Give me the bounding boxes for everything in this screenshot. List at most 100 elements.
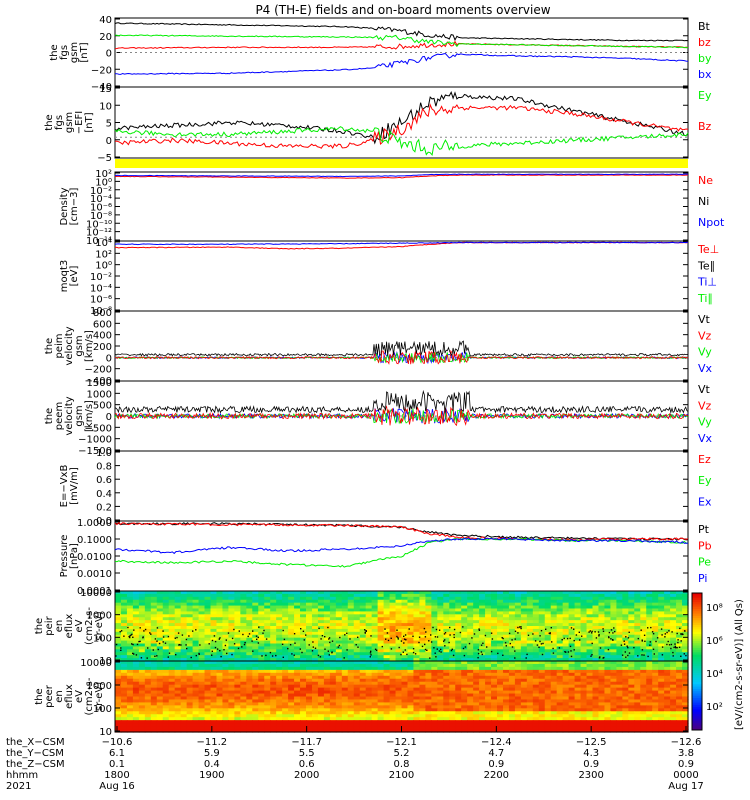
heatmap-cell — [311, 699, 319, 704]
heatmap-cell — [353, 663, 361, 668]
heatmap-cell — [252, 631, 259, 636]
heatmap-cell — [616, 593, 623, 598]
heatmap-cell — [359, 640, 367, 645]
heatmap-cell — [347, 717, 355, 721]
heatmap-cell — [550, 646, 558, 650]
heatmap-cell — [652, 634, 659, 639]
heatmap-cell — [156, 643, 164, 648]
heatmap-speckle — [677, 641, 679, 644]
heatmap-cell — [443, 693, 450, 698]
heatmap-speckle — [346, 632, 348, 634]
heatmap-cell — [467, 614, 474, 618]
heatmap-cell — [640, 652, 647, 656]
heatmap-cell — [425, 708, 432, 712]
heatmap-cell — [550, 617, 558, 621]
heatmap-cell — [532, 702, 540, 706]
heatmap-cell — [407, 672, 415, 677]
heatmap-cell — [115, 690, 122, 695]
heatmap-cell — [604, 675, 612, 680]
heatmap-cell — [347, 640, 355, 645]
heatmap-cell — [174, 617, 182, 621]
heatmap-cell — [526, 687, 534, 692]
heatmap-cell — [347, 684, 355, 689]
heatmap-cell — [449, 649, 456, 653]
heatmap-cell — [138, 672, 146, 677]
heatmap-cell — [455, 649, 462, 653]
heatmap-cell — [126, 684, 134, 689]
heatmap-cell — [240, 666, 247, 671]
heatmap-speckle — [120, 630, 123, 632]
heatmap-cell — [168, 708, 176, 712]
heatmap-cell — [568, 669, 576, 674]
heatmap-cell — [556, 661, 564, 665]
y-axis-label: (cm2-s- — [84, 607, 95, 645]
heatmap-cell — [252, 620, 259, 624]
heatmap-cell — [162, 596, 170, 601]
heatmap-cell — [282, 649, 289, 653]
heatmap-cell — [138, 711, 146, 715]
heatmap-cell — [526, 596, 534, 601]
heatmap-cell — [514, 608, 522, 613]
heatmap-cell — [407, 687, 415, 692]
heatmap-cell — [138, 649, 146, 653]
heatmap-cell — [568, 596, 576, 601]
heatmap-cell — [317, 696, 325, 701]
heatmap-cell — [413, 690, 421, 695]
heatmap-cell — [574, 661, 582, 665]
heatmap-cell — [186, 690, 194, 695]
heatmap-speckle — [683, 653, 685, 655]
heatmap-cell — [526, 714, 534, 718]
heatmap-cell — [132, 678, 140, 683]
heatmap-cell — [210, 628, 218, 633]
heatmap-speckle — [655, 640, 657, 643]
heatmap-cell — [467, 687, 474, 692]
series-line-bz — [114, 40, 689, 50]
heatmap-cell — [628, 714, 635, 718]
heatmap-cell — [556, 602, 564, 607]
heatmap-cell — [395, 608, 403, 613]
heatmap-cell — [514, 634, 522, 639]
heatmap-cell — [174, 705, 182, 709]
heatmap-cell — [138, 626, 146, 630]
heatmap-cell — [580, 711, 588, 715]
heatmap-cell — [497, 593, 504, 598]
heatmap-cell — [132, 663, 140, 668]
heatmap-speckle — [652, 633, 655, 635]
heatmap-cell — [258, 593, 265, 598]
heatmap-cell — [586, 717, 594, 721]
heatmap-cell — [198, 620, 206, 624]
heatmap-cell — [491, 637, 498, 642]
heatmap-cell — [156, 717, 164, 721]
heatmap-cell — [455, 605, 462, 610]
heatmap-cell — [508, 626, 516, 630]
heatmap-cell — [186, 699, 194, 704]
heatmap-cell — [216, 675, 224, 680]
heatmap-cell — [144, 596, 152, 601]
heatmap-cell — [586, 705, 594, 709]
heatmap-cell — [437, 714, 444, 718]
heatmap-cell — [443, 614, 450, 618]
heatmap-cell — [473, 675, 480, 680]
series-line-Bt — [114, 91, 689, 145]
heatmap-cell — [132, 661, 140, 665]
heatmap-cell — [616, 672, 623, 677]
heatmap-cell — [317, 626, 325, 630]
heatmap-cell — [138, 605, 146, 610]
heatmap-cell — [556, 658, 564, 662]
heatmap-cell — [485, 591, 492, 595]
y-tick-label: 10² — [95, 249, 112, 260]
heatmap-cell — [228, 693, 235, 698]
heatmap-cell — [347, 661, 355, 665]
heatmap-cell — [377, 593, 385, 598]
heatmap-cell — [622, 617, 629, 621]
heatmap-cell — [306, 599, 313, 604]
heatmap-cell — [658, 646, 665, 650]
heatmap-cell — [144, 681, 152, 686]
heatmap-cell — [180, 661, 188, 665]
heatmap-cell — [586, 617, 594, 621]
heatmap-cell — [341, 646, 349, 650]
heatmap-cell — [413, 658, 421, 662]
heatmap-cell — [574, 699, 582, 704]
heatmap-cell — [270, 666, 277, 671]
heatmap-cell — [652, 690, 659, 695]
